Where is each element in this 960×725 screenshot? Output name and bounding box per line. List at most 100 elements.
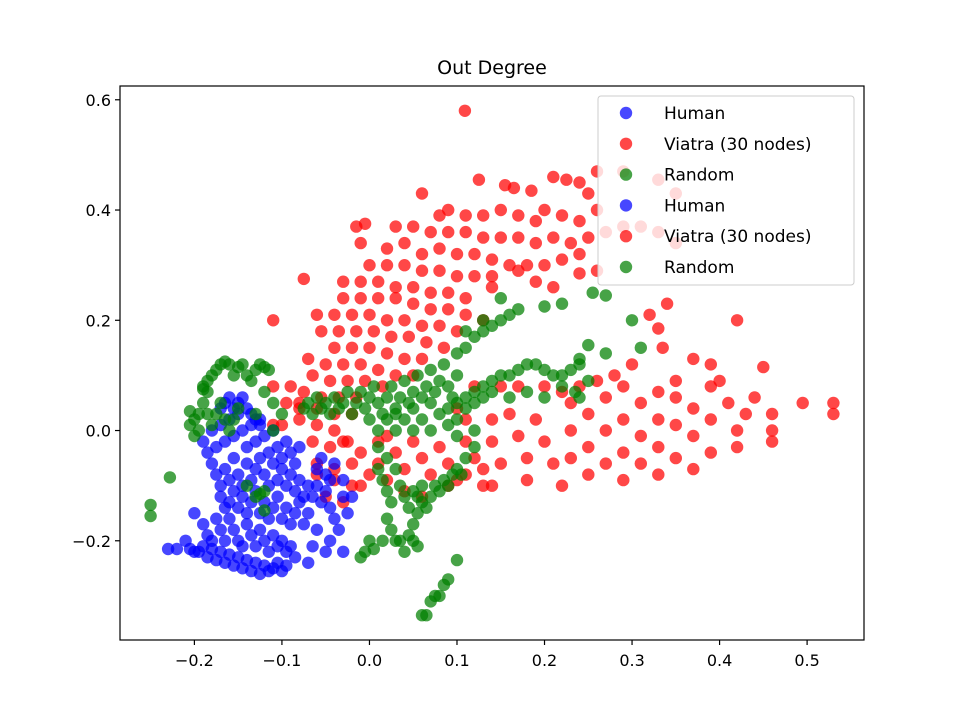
scatter-point [328, 457, 341, 470]
scatter-point [437, 341, 451, 354]
scatter-point [573, 247, 586, 261]
scatter-point [634, 429, 647, 443]
scatter-point [306, 435, 319, 448]
scatter-point [407, 518, 420, 531]
scatter-point [730, 424, 744, 437]
scatter-point [319, 358, 332, 371]
scatter-point [494, 292, 507, 305]
chart-title: Out Degree [437, 57, 547, 79]
x-tick-label: 0.2 [532, 651, 557, 670]
scatter-point [376, 473, 389, 487]
scatter-point [582, 440, 595, 454]
scatter-point [201, 385, 214, 399]
scatter-point [293, 440, 306, 454]
scatter-point [433, 264, 446, 277]
scatter-point [573, 352, 586, 366]
x-tick-label: 0.1 [444, 651, 469, 670]
scatter-point [319, 485, 332, 498]
scatter-point [398, 236, 411, 250]
scatter-point [450, 270, 464, 283]
scatter-point [827, 396, 840, 410]
scatter-point [586, 286, 599, 299]
scatter-point [442, 573, 455, 586]
scatter-point [293, 413, 306, 426]
scatter-point [472, 173, 486, 186]
scatter-point [201, 407, 214, 421]
scatter-point [345, 341, 359, 354]
scatter-point [372, 292, 385, 305]
scatter-point [161, 542, 175, 556]
scatter-point [529, 236, 542, 250]
scatter-point [415, 319, 429, 332]
scatter-point [520, 358, 534, 371]
scatter-point [643, 308, 656, 321]
scatter-point [730, 440, 744, 454]
scatter-point [398, 314, 411, 327]
scatter-point [525, 184, 538, 197]
scatter-point [258, 485, 271, 498]
scatter-point [398, 374, 411, 388]
scatter-point [354, 479, 367, 492]
scatter-point [258, 468, 271, 481]
scatter-point [337, 435, 350, 448]
scatter-point [512, 264, 525, 277]
scatter-point [367, 380, 380, 393]
scatter-point [459, 341, 472, 354]
scatter-point [280, 396, 293, 410]
scatter-point [253, 418, 267, 432]
scatter-point [398, 462, 411, 476]
legend-marker [619, 260, 633, 274]
scatter-point [393, 479, 407, 492]
scatter-point [267, 424, 280, 437]
scatter-point [433, 319, 446, 332]
scatter-point [669, 374, 682, 388]
legend-label: Viatra (30 nodes) [664, 227, 811, 247]
scatter-point [328, 424, 341, 437]
scatter-point [205, 457, 219, 470]
scatter-point [442, 286, 455, 299]
legend-marker [619, 199, 633, 212]
scatter-point [424, 303, 437, 316]
scatter-point [547, 281, 560, 294]
scatter-point [380, 391, 394, 404]
scatter-point [380, 512, 394, 525]
scatter-point [477, 314, 490, 327]
scatter-point [730, 314, 744, 327]
scatter-point [428, 385, 442, 399]
scatter-point [634, 457, 647, 470]
scatter-point [669, 451, 682, 465]
scatter-point [402, 501, 415, 514]
scatter-point [599, 457, 612, 470]
scatter-point [722, 396, 735, 410]
scatter-point [402, 330, 415, 343]
legend-entry: Human [619, 196, 725, 216]
scatter-point [363, 413, 376, 426]
scatter-point [656, 341, 669, 354]
scatter-point [183, 418, 197, 432]
scatter-point [485, 253, 499, 266]
legend-marker [619, 230, 633, 243]
scatter-point [337, 275, 350, 288]
scatter-point [398, 352, 411, 366]
scatter-point [223, 424, 236, 437]
scatter-point [372, 363, 385, 377]
scatter-point [337, 490, 350, 503]
scatter-point [459, 325, 472, 338]
scatter-point [144, 498, 157, 512]
scatter-point [582, 231, 595, 244]
scatter-point [459, 209, 472, 222]
scatter-point [617, 413, 630, 426]
scatter-point [363, 341, 376, 354]
scatter-point [433, 440, 446, 454]
scatter-point [468, 424, 481, 437]
x-tick-label: 0.0 [357, 651, 382, 670]
scatter-point [485, 435, 499, 448]
scatter-point [218, 435, 232, 448]
scatter-point [354, 551, 367, 564]
scatter-point [433, 242, 446, 255]
scatter-point [192, 407, 205, 421]
scatter-point [385, 496, 398, 509]
scatter-point [267, 396, 280, 410]
scatter-point [363, 308, 376, 321]
scatter-point [284, 380, 297, 393]
